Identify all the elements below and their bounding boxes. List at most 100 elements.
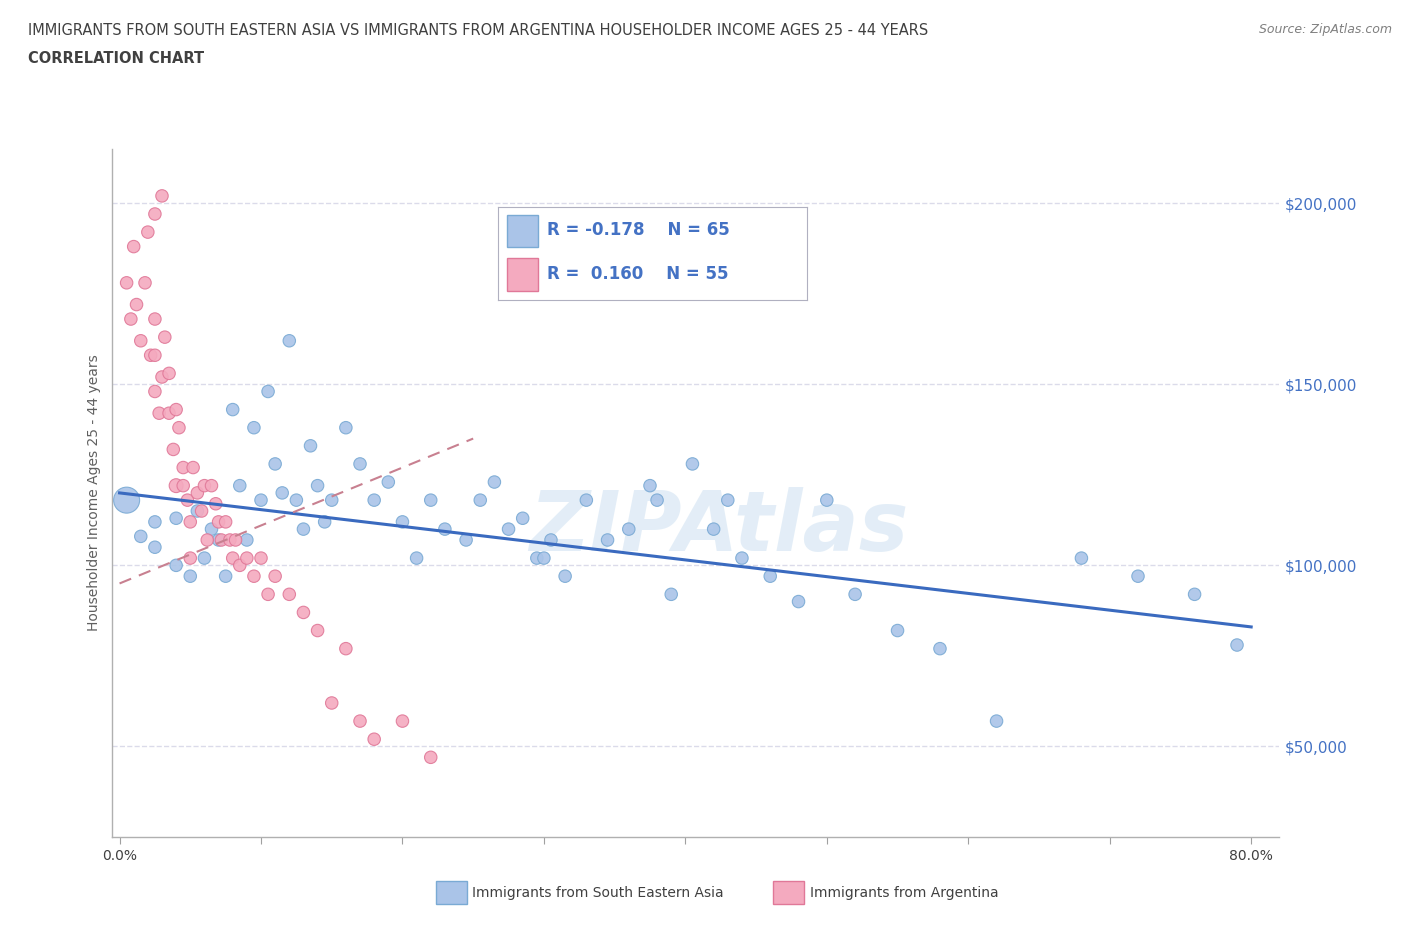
Point — [617, 522, 640, 537]
Text: CORRELATION CHART: CORRELATION CHART — [28, 51, 204, 66]
Point — [209, 533, 232, 548]
Point — [186, 485, 208, 500]
Point — [929, 641, 952, 656]
Point — [165, 402, 187, 417]
Point — [512, 511, 534, 525]
Point — [391, 514, 413, 529]
Point — [214, 514, 236, 529]
Point — [139, 348, 162, 363]
Point — [349, 713, 371, 728]
Point — [115, 275, 138, 290]
Point — [659, 587, 682, 602]
Point — [1184, 587, 1206, 602]
Bar — [508, 215, 537, 247]
Point — [143, 384, 166, 399]
Point — [349, 457, 371, 472]
Point — [596, 533, 619, 548]
Point — [844, 587, 866, 602]
Point — [264, 569, 287, 584]
Point — [419, 493, 441, 508]
Point — [150, 369, 173, 384]
Text: Immigrants from South Eastern Asia: Immigrants from South Eastern Asia — [472, 885, 724, 900]
Point — [172, 478, 194, 493]
Point — [540, 533, 562, 548]
Point — [681, 457, 703, 472]
Point — [179, 551, 201, 565]
Point — [292, 605, 315, 620]
Point — [243, 420, 266, 435]
Point — [222, 402, 245, 417]
Point — [278, 587, 301, 602]
Point — [236, 533, 259, 548]
Point — [222, 551, 245, 565]
Point — [157, 365, 180, 380]
Point — [1070, 551, 1092, 565]
Point — [299, 438, 322, 453]
Point — [321, 696, 343, 711]
Point — [165, 511, 187, 525]
Point — [257, 587, 280, 602]
Point — [148, 405, 170, 420]
Point — [271, 485, 294, 500]
Point — [115, 493, 138, 508]
Point — [176, 493, 198, 508]
Point — [219, 533, 242, 548]
Point — [143, 539, 166, 554]
Point — [225, 533, 247, 548]
Point — [181, 460, 204, 475]
Point — [125, 297, 148, 312]
Point — [335, 641, 357, 656]
Point — [433, 522, 456, 537]
Text: R =  0.160    N = 55: R = 0.160 N = 55 — [547, 265, 728, 283]
Point — [200, 522, 222, 537]
Point — [363, 493, 385, 508]
Point — [179, 514, 201, 529]
Point — [143, 312, 166, 326]
Point — [250, 493, 273, 508]
Point — [335, 420, 357, 435]
Point — [285, 493, 308, 508]
Point — [257, 384, 280, 399]
Point — [122, 239, 145, 254]
Point — [250, 551, 273, 565]
Point — [526, 551, 548, 565]
Bar — [508, 259, 537, 291]
Point — [134, 275, 156, 290]
Point — [229, 478, 252, 493]
Point — [120, 312, 142, 326]
Point — [229, 558, 252, 573]
Point — [193, 478, 215, 493]
Point — [214, 569, 236, 584]
Point — [554, 569, 576, 584]
Point — [207, 514, 229, 529]
Point — [165, 558, 187, 573]
Point — [1226, 638, 1249, 653]
Point — [484, 474, 506, 489]
Point — [162, 442, 184, 457]
Point — [179, 569, 201, 584]
Point — [243, 569, 266, 584]
Point — [307, 623, 329, 638]
Point — [165, 478, 187, 493]
Point — [193, 551, 215, 565]
Point — [143, 348, 166, 363]
Point — [759, 569, 782, 584]
Point — [236, 551, 259, 565]
Point — [575, 493, 598, 508]
Point — [167, 420, 190, 435]
Point — [645, 493, 668, 508]
Text: IMMIGRANTS FROM SOUTH EASTERN ASIA VS IMMIGRANTS FROM ARGENTINA HOUSEHOLDER INCO: IMMIGRANTS FROM SOUTH EASTERN ASIA VS IM… — [28, 23, 928, 38]
Text: ZIPAtlas: ZIPAtlas — [530, 486, 910, 568]
Point — [886, 623, 908, 638]
Point — [731, 551, 754, 565]
Point — [986, 713, 1008, 728]
Point — [314, 514, 336, 529]
Point — [157, 405, 180, 420]
Point — [278, 333, 301, 348]
Point — [377, 474, 399, 489]
Point — [200, 478, 222, 493]
Point — [207, 533, 229, 548]
Point — [129, 333, 152, 348]
Point — [204, 497, 226, 512]
Point — [787, 594, 810, 609]
